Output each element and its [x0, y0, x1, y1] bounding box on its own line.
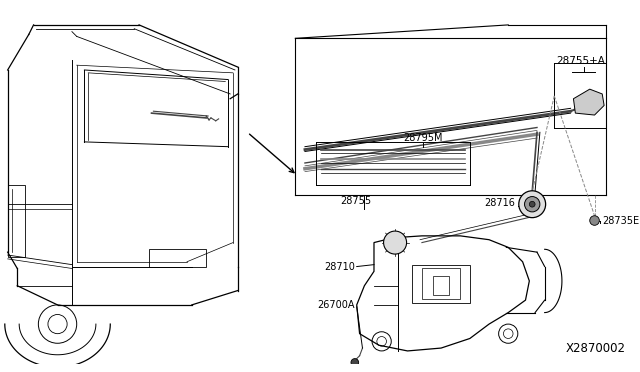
Polygon shape [573, 89, 604, 115]
Bar [148, 249, 206, 267]
Text: 28755+A: 28755+A [556, 56, 605, 66]
Text: 28735E: 28735E [602, 215, 639, 225]
Bar [8, 185, 25, 257]
Text: 28716: 28716 [484, 198, 515, 208]
Circle shape [519, 191, 546, 218]
Circle shape [589, 216, 599, 225]
Text: 26700A: 26700A [317, 300, 355, 310]
Circle shape [383, 231, 406, 254]
Bar [422, 269, 460, 299]
Circle shape [529, 201, 535, 207]
Bar [412, 264, 470, 303]
Text: 28795M: 28795M [403, 133, 442, 143]
Bar [433, 276, 449, 295]
Text: X2870002: X2870002 [566, 341, 626, 355]
Text: 28710: 28710 [324, 262, 355, 272]
Circle shape [525, 196, 540, 212]
Circle shape [351, 359, 358, 366]
Text: 28755: 28755 [340, 196, 372, 206]
